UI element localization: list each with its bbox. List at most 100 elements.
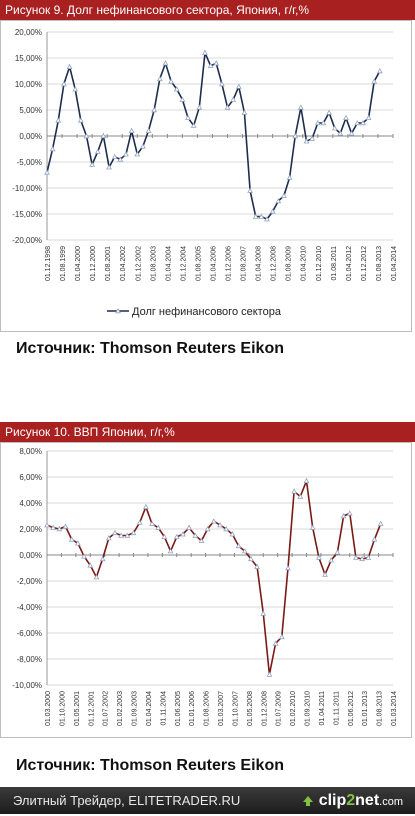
chart2-data-point	[223, 525, 230, 532]
chart2-data-point	[272, 640, 279, 646]
source-label-2: Источник: Thomson Reuters Eikon	[16, 757, 284, 774]
chart2-ytick-label: 8,00%	[19, 447, 42, 456]
chart1-ytick-label: -10,00%	[12, 184, 42, 193]
chart2-data-point	[68, 536, 75, 542]
chart2-data-point	[105, 535, 112, 541]
chart2-svg: 8,00% 6,00% 4,00% 2,00% 0,00% -2,00% -4,00% -6,…	[12, 447, 398, 726]
chart2-data-point	[118, 532, 125, 538]
chart1-svg: 20,00% 15,00% 10,00% 5,00% 0,00% -5,00% -10,00…	[12, 28, 398, 318]
chart1-title: Рисунок 9. Долг нефинансового сектора, Я…	[0, 0, 415, 20]
chart1-xtick-label: 01.08.2011	[331, 246, 338, 281]
chart2-xtick-label: 01.10.2000	[59, 691, 66, 726]
chart1-ytick-label: -15,00%	[12, 210, 42, 219]
chart1-xtick-label: 01.08.2005	[195, 246, 202, 281]
chart1-xtick-label: 01.04.2002	[120, 246, 127, 281]
chart2-xtick-label: 01.10.2007	[232, 691, 239, 726]
chart2-data-point	[93, 574, 100, 580]
chart1-data-point	[117, 156, 124, 162]
chart2-data-point	[254, 563, 260, 569]
chart1-data-point	[371, 78, 378, 84]
chart1-ytick-label: 0,00%	[19, 132, 42, 141]
chart2-data-point	[75, 540, 81, 546]
chart2-xtick-label: 01.03.2014	[391, 691, 398, 726]
chart2-data-point	[44, 522, 50, 528]
chart2-data-point	[155, 524, 162, 530]
chart2-data-point	[186, 524, 192, 530]
chart2-data-point	[297, 493, 304, 499]
chart1-data-point	[94, 148, 101, 154]
chart2-data-point	[217, 522, 223, 528]
chart1-data-point	[303, 138, 310, 144]
chart2-data-point	[315, 554, 322, 560]
chart2-xtick-label: 01.02.2003	[117, 691, 124, 726]
chart1-data-point	[156, 75, 163, 81]
chart1-data-point	[275, 197, 282, 204]
chart2-xtick-label: 01.04.2004	[146, 691, 153, 726]
chart1-data-point	[331, 125, 338, 131]
chart2-xtick-label: 01.02.2010	[290, 691, 297, 726]
chart1-legend-label: Долг нефинансового сектора	[132, 306, 282, 318]
chart1-data-point	[297, 104, 304, 110]
chart2-xtick-label: 01.03.2000	[45, 691, 52, 726]
chart1-xtick-label: 01.04.2006	[210, 246, 217, 281]
chart2-data-point	[87, 562, 94, 568]
chart1-data-point	[224, 104, 231, 110]
chart1-xtick-label: 01.08.2013	[376, 246, 383, 281]
chart2-xtick-label: 01.05.2001	[74, 691, 81, 726]
chart1-data-point	[83, 132, 90, 139]
chart1-data-point	[145, 127, 152, 133]
chart2-xtick-label: 01.05.2008	[247, 691, 254, 726]
chart2-data-point	[260, 610, 267, 616]
chart1-xtick-label: 01.04.2014	[391, 246, 398, 281]
chart2-xtick-label: 01.12.2008	[261, 691, 268, 726]
chart1-xtick-label: 01.04.2012	[346, 246, 353, 281]
chart1-data-point	[72, 86, 79, 92]
chart1-xtick-label: 01.08.2009	[286, 246, 293, 281]
chart2-xtick-label: 01.07.2002	[103, 691, 110, 726]
chart1-data-point	[320, 119, 327, 126]
chart1-data-point	[252, 213, 259, 219]
chart1-data-point	[134, 151, 141, 157]
chart2-data-point	[322, 571, 328, 577]
chart2-xtick-label: 01.06.2005	[175, 691, 182, 726]
chart1-data-point	[179, 96, 186, 102]
chart2-ytick-label: 2,00%	[19, 525, 42, 534]
chart2-data-point	[112, 529, 118, 536]
chart2-xtick-label: 01.01.2006	[189, 691, 196, 726]
chart2-data-point	[124, 532, 131, 538]
chart2-data-point	[359, 555, 365, 562]
footer-bar: Элитный Трейдер, ELITETRADER.RU clip2net…	[0, 787, 415, 814]
chart1-data-point	[348, 130, 355, 136]
chart2-title: Рисунок 10. ВВП Японии, г/г,%	[0, 422, 415, 442]
chart1-data-point	[360, 119, 366, 126]
chart2-data-point	[180, 531, 186, 537]
chart1-xtick-label: 01.12.2004	[180, 246, 187, 281]
chart2-data-point	[353, 554, 359, 560]
chart1-data-point	[219, 80, 225, 87]
chart2-data-point	[346, 510, 353, 516]
chart1-legend-marker	[115, 307, 121, 314]
chart2-data-point	[328, 557, 335, 563]
clip2net-logo-2: 2	[346, 792, 356, 809]
chart2-data-point	[285, 564, 291, 571]
chart1-data-point	[286, 174, 293, 180]
chart1-data-point	[111, 153, 118, 159]
chart2-xtick-label: 01.08.2006	[204, 691, 211, 726]
chart2-xtick-label: 01.11.2004	[160, 691, 167, 726]
chart1-data-point	[202, 49, 208, 55]
chart1-xtick-label: 01.08.2007	[241, 246, 248, 281]
chart2-xtick-label: 01.03.2007	[218, 691, 225, 726]
clip2net-logo[interactable]: clip2net.com	[301, 787, 403, 814]
chart1-xtick-label: 01.12.2000	[90, 246, 97, 281]
chart2-data-point	[241, 548, 248, 554]
chart1-xtick-label: 01.08.2003	[150, 246, 157, 281]
chart2-xtick-label: 01.12.2001	[88, 691, 95, 726]
chart1-data-point	[196, 104, 203, 110]
chart2-data-point	[377, 520, 384, 526]
chart1-data-point	[309, 135, 316, 141]
chart2-data-point	[99, 555, 106, 562]
chart1-xtick-label: 01.04.2000	[75, 246, 82, 281]
chart2-data-point	[278, 633, 285, 640]
chart1-data-point	[241, 109, 248, 115]
chart2-xtick-label: 01.09.2010	[305, 691, 312, 726]
